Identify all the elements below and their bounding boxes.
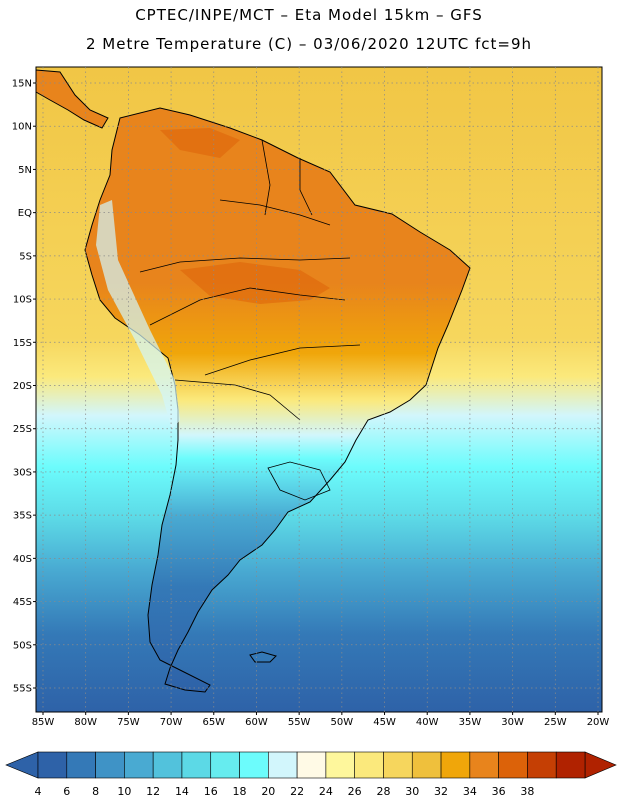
colorbar-level-label: 34 [463,785,477,798]
lon-label: 30W [501,717,524,728]
colorbar-swatch [239,751,269,779]
colorbar-swatch [498,751,528,779]
lon-label: 50W [331,717,354,728]
colorbar-level-label: 4 [35,785,42,798]
lon-label: 20W [587,717,610,728]
lon-label: 55W [288,717,311,728]
colorbar-level-label: 38 [520,785,534,798]
colorbar-swatch [469,751,499,779]
title-line-1: CPTEC/INPE/MCT – Eta Model 15km – GFS [135,6,483,24]
lon-label: 40W [416,717,439,728]
colorbar-level-label: 8 [92,785,99,798]
colorbar-swatch [124,751,154,779]
lat-label: 10S [13,295,32,306]
colorbar-swatch [296,751,327,779]
colorbar-high-arrow [584,751,617,779]
colorbar-level-label: 26 [348,785,362,798]
lat-label: 25S [13,424,32,435]
colorbar-level-label: 30 [405,785,419,798]
colorbar-level-label: 22 [290,785,304,798]
colorbar-swatch [181,751,212,779]
colorbar-level-label: 10 [117,785,131,798]
lat-label: 55S [13,684,32,695]
lon-label: 70W [160,717,183,728]
lon-label: 85W [32,717,55,728]
map-axis-labels: 85W 80W 75W 70W 65W 60W 55W 50W 45W 40W 35W 30W 25W 2… [12,79,610,729]
south-america-land [84,107,471,693]
falkland-islands [249,651,277,663]
colorbar-level-label: 14 [175,785,189,798]
country-borders [139,139,361,501]
lon-label: 80W [74,717,97,728]
colorbar-level-label: 36 [492,785,506,798]
colorbar-swatch [152,751,183,779]
colorbar-level-label: 32 [434,785,448,798]
lat-label: EQ [18,208,32,219]
lon-label: 25W [544,717,567,728]
colorbar-level-label: 28 [376,785,390,798]
colorbar-swatch [354,751,384,779]
lat-label: 45S [13,597,32,608]
lat-label: 35S [13,511,32,522]
lon-label: 35W [459,717,482,728]
lat-label: 5N [18,165,32,176]
lat-label: 40S [13,554,32,565]
lon-label: 65W [202,717,225,728]
lat-label: 5S [19,251,32,262]
colorbar-swatch [66,751,96,779]
lat-label: 30S [13,467,32,478]
andes-cool-strip [96,200,180,430]
lon-label: 45W [373,717,396,728]
central-america-land [35,69,109,129]
colorbar-swatch [95,751,125,779]
colorbar-swatch [325,751,355,779]
venezuela-hot-region [160,128,240,158]
colorbar-swatch [527,751,557,779]
colorbar-swatch [210,751,240,779]
lon-label: 60W [245,717,268,728]
colorbar-swatch [383,751,413,779]
title-line-2: 2 Metre Temperature (C) – 03/06/2020 12U… [85,35,533,53]
colorbar-swatch [555,751,586,779]
lat-label: 20S [13,381,32,392]
colorbar-swatch [411,751,442,779]
colorbar-swatch [37,751,68,779]
colorbar-level-label: 6 [63,785,70,798]
lat-label: 15S [13,338,32,349]
colorbar-swatch [268,751,298,779]
lon-label: 75W [117,717,140,728]
colorbar-level-label: 12 [146,785,160,798]
colorbar-swatch [440,751,471,779]
colorbar-low-arrow [5,751,39,779]
colorbar-level-label: 18 [233,785,247,798]
amazon-hot-region [180,262,330,304]
colorbar-level-label: 16 [204,785,218,798]
lat-label: 15N [12,79,32,90]
lat-label: 10N [12,122,32,133]
colorbar-level-label: 24 [319,785,333,798]
colorbar-level-label: 20 [261,785,275,798]
lat-label: 50S [13,640,32,651]
temperature-colorbar: 4 6 8 10 12 14 16 18 20 22 24 26 28 30 32 34 36 38 [5,751,617,798]
